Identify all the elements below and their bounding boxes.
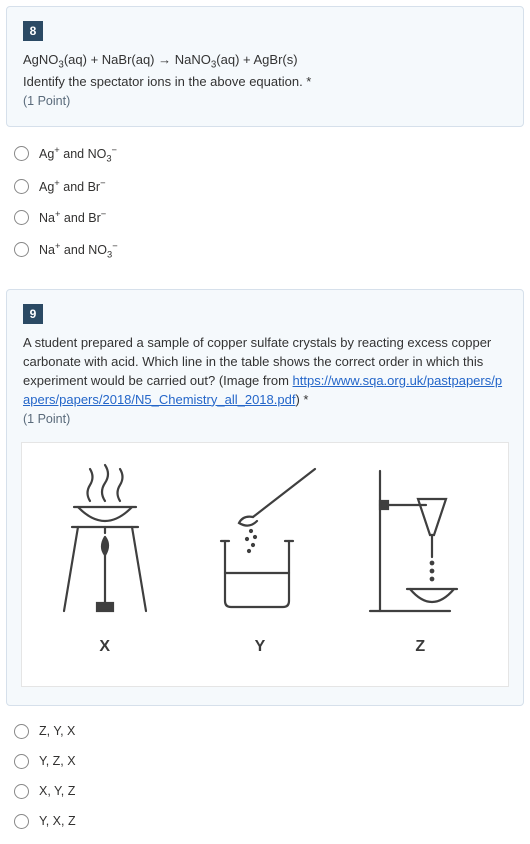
- radio-icon: [14, 814, 29, 829]
- points-text: (1 Point): [23, 412, 507, 426]
- diagram-label-z: Z: [415, 638, 425, 656]
- option-label: Z, Y, X: [39, 724, 75, 738]
- option-label: Na+ and NO3−: [39, 241, 118, 260]
- question-number: 8: [23, 21, 43, 41]
- points-text: (1 Point): [23, 94, 507, 108]
- q8-option-2[interactable]: Ag+ and Br−: [14, 178, 524, 194]
- filtering-setup-icon: [360, 461, 480, 616]
- diagram-x: X: [50, 461, 160, 656]
- option-label: Y, Z, X: [39, 754, 76, 768]
- diagram-y: Y: [195, 461, 325, 656]
- evaporating-setup-icon: [50, 461, 160, 616]
- diagram-label-y: Y: [255, 638, 266, 656]
- adding-powder-icon: [195, 461, 325, 616]
- q9-option-2[interactable]: Y, Z, X: [14, 754, 524, 769]
- q9-options: Z, Y, X Y, Z, X X, Y, Z Y, X, Z: [14, 724, 524, 829]
- q8-option-3[interactable]: Na+ and Br−: [14, 209, 524, 225]
- q8-option-1[interactable]: Ag+ and NO3−: [14, 145, 524, 164]
- q9-option-3[interactable]: X, Y, Z: [14, 784, 524, 799]
- option-label: Y, X, Z: [39, 814, 76, 828]
- option-label: Ag+ and Br−: [39, 178, 106, 194]
- question-number: 9: [23, 304, 43, 324]
- q8-options: Ag+ and NO3− Ag+ and Br− Na+ and Br− Na+…: [14, 145, 524, 260]
- diagram-z: Z: [360, 461, 480, 656]
- radio-icon: [14, 210, 29, 225]
- q9-option-1[interactable]: Z, Y, X: [14, 724, 524, 739]
- radio-icon: [14, 724, 29, 739]
- radio-icon: [14, 179, 29, 194]
- radio-icon: [14, 146, 29, 161]
- option-label: Na+ and Br−: [39, 209, 106, 225]
- q9-option-4[interactable]: Y, X, Z: [14, 814, 524, 829]
- diagram-panel: X: [21, 442, 509, 687]
- equation-text: AgNO3(aq) + NaBr(aq) → NaNO3(aq) + AgBr(…: [23, 51, 507, 73]
- radio-icon: [14, 754, 29, 769]
- q8-option-4[interactable]: Na+ and NO3−: [14, 241, 524, 260]
- diagram-label-x: X: [99, 638, 110, 656]
- radio-icon: [14, 784, 29, 799]
- question-8-card: 8 AgNO3(aq) + NaBr(aq) → NaNO3(aq) + AgB…: [6, 6, 524, 127]
- prompt-text: A student prepared a sample of copper su…: [23, 334, 507, 409]
- question-9-card: 9 A student prepared a sample of copper …: [6, 289, 524, 705]
- radio-icon: [14, 242, 29, 257]
- option-label: X, Y, Z: [39, 784, 75, 798]
- prompt-text: Identify the spectator ions in the above…: [23, 73, 507, 92]
- option-label: Ag+ and NO3−: [39, 145, 117, 164]
